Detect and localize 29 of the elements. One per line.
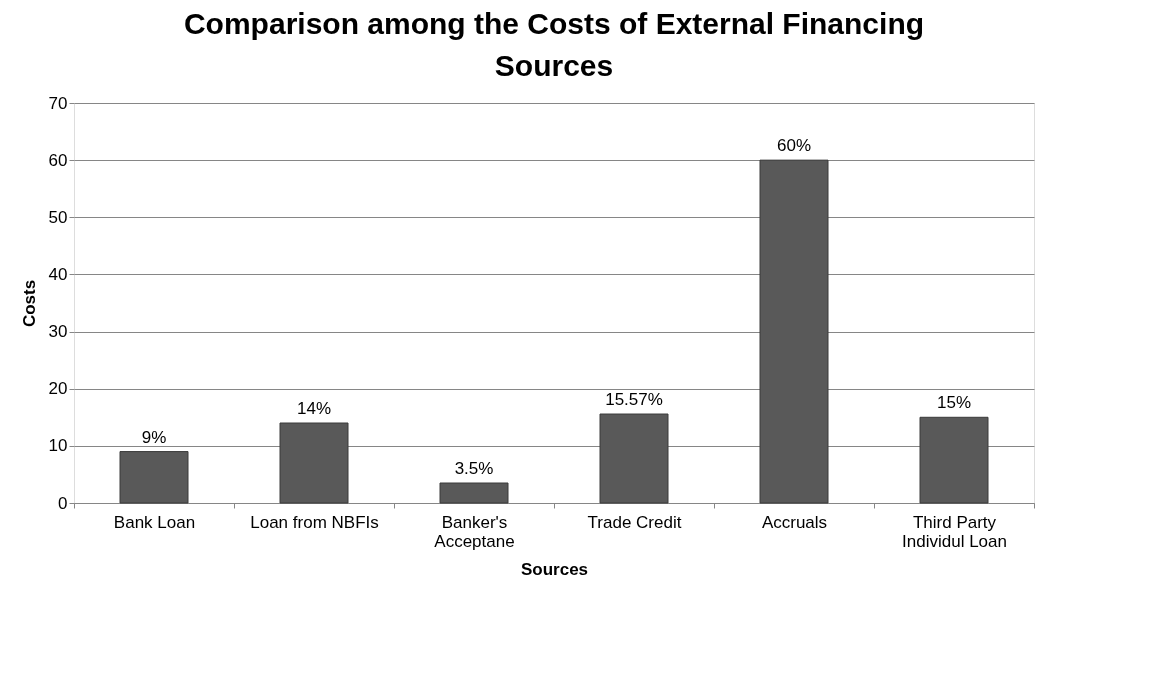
data-label: 3.5% [454, 459, 494, 478]
data-label: 9% [141, 427, 167, 447]
bar [119, 451, 189, 504]
x-tick-label: Banker's Acceptane [434, 512, 515, 551]
bar [599, 413, 669, 504]
x-tick-label: Accruals [761, 512, 828, 532]
x-tick-label: Bank Loan [113, 512, 196, 532]
chart-title: Comparison among the Costs of External Financing Sources [183, 7, 925, 82]
data-label: 14% [296, 399, 332, 418]
x-tick-label: Loan from NBFIs [250, 512, 379, 532]
data-label: 15% [936, 393, 972, 413]
bar [439, 482, 509, 504]
y-tick-label: 60 [48, 150, 68, 170]
bar [279, 422, 349, 504]
y-tick-label: 10 [48, 436, 68, 456]
y-tick-label: 40 [48, 264, 68, 284]
x-tick-label: Third Party Individul Loan [902, 512, 1007, 551]
y-tick-label: 30 [48, 322, 68, 342]
bar [759, 159, 829, 504]
data-label: 15.57% [605, 390, 663, 410]
data-label: 60% [776, 136, 812, 156]
x-axis-title: Sources [520, 559, 589, 579]
y-axis-title: Costs [19, 279, 39, 328]
bar [919, 416, 989, 504]
y-tick-label: 70 [48, 93, 68, 113]
y-tick-label: 20 [48, 379, 68, 399]
y-tick-label: 50 [48, 207, 68, 227]
y-tick-label: 0 [58, 493, 68, 513]
x-tick-label: Trade Credit [587, 512, 682, 532]
